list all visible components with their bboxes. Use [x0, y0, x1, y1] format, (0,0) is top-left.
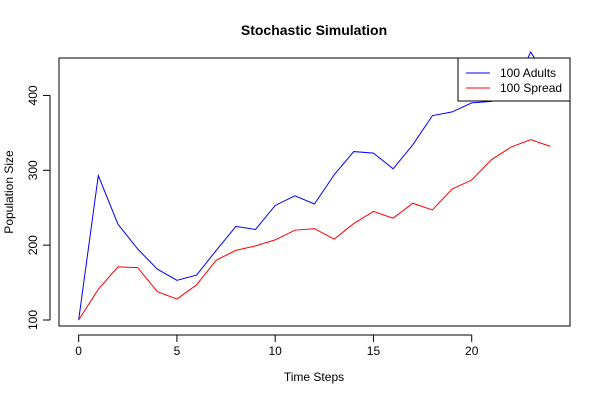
- series-line-2: [78, 139, 551, 321]
- y-tick-label: 400: [26, 85, 40, 105]
- x-axis-label: Time Steps: [284, 370, 344, 384]
- y-tick-label: 100: [26, 310, 40, 330]
- plot-frame: [58, 57, 571, 327]
- legend-label: 100 Adults: [500, 66, 556, 80]
- series-line-1: [78, 50, 551, 321]
- y-tick-label: 300: [26, 160, 40, 180]
- legend-label: 100 Spread: [500, 81, 562, 95]
- x-tick-label: 20: [465, 344, 479, 358]
- y-tick-label: 200: [26, 235, 40, 255]
- chart-title: Stochastic Simulation: [241, 22, 387, 38]
- x-tick-label: 0: [75, 344, 82, 358]
- series-layer: [78, 50, 551, 321]
- x-tick-label: 5: [174, 344, 181, 358]
- x-axis: 0 5 10 15 20: [75, 334, 479, 358]
- y-axis: 100 200 300 400: [26, 85, 51, 330]
- y-axis-label: Population Size: [2, 150, 16, 234]
- x-tick-label: 10: [269, 344, 283, 358]
- legend-box: [457, 57, 571, 102]
- x-tick-label: 15: [367, 344, 381, 358]
